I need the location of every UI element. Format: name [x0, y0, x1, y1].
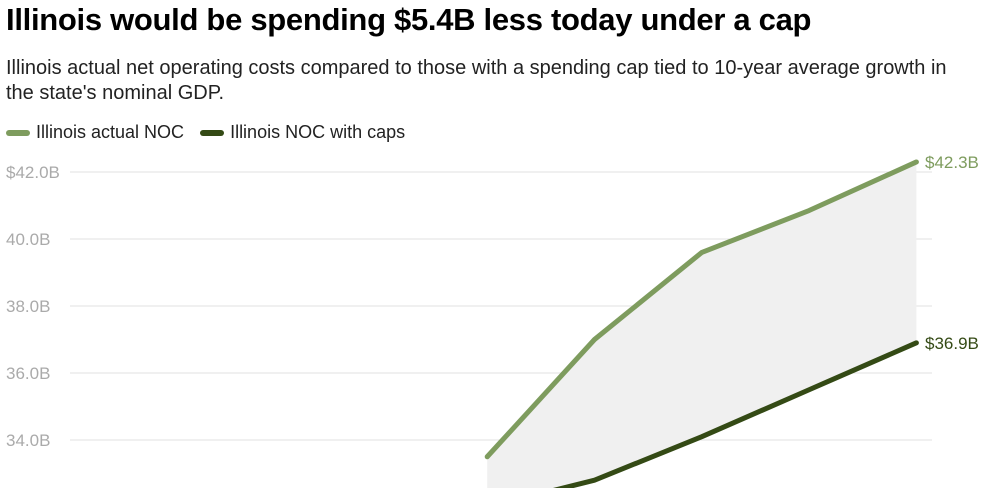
series-0-point: [485, 454, 490, 459]
y-tick-label: 34.0B: [6, 431, 50, 450]
series-1-point: [807, 387, 812, 392]
series-1-point: [592, 478, 597, 483]
series-1-point: [914, 340, 919, 345]
series-1-point: [699, 434, 704, 439]
legend-label-caps: Illinois NOC with caps: [230, 122, 406, 142]
series-end-label-1: $36.9B: [925, 334, 979, 353]
legend: Illinois actual NOC Illinois NOC with ca…: [6, 122, 421, 143]
y-tick-label: 38.0B: [6, 297, 50, 316]
series-0-point: [699, 250, 704, 255]
legend-item-caps: Illinois NOC with caps: [200, 122, 405, 143]
chart-title: Illinois would be spending $5.4B less to…: [6, 2, 812, 37]
series-0-point: [592, 337, 597, 342]
legend-label-actual: Illinois actual NOC: [36, 122, 185, 142]
y-tick-label: 36.0B: [6, 364, 50, 383]
series-0-point: [807, 208, 812, 213]
y-tick-label: 40.0B: [6, 230, 50, 249]
gap-area: [487, 161, 917, 488]
legend-swatch-caps: [200, 129, 225, 136]
series-end-label-0: $42.3B: [925, 153, 979, 172]
legend-swatch-actual: [6, 129, 30, 136]
series-0-point: [914, 159, 919, 164]
chart-subtitle: Illinois actual net operating costs comp…: [6, 57, 947, 104]
y-tick-label: $42.0B: [6, 163, 60, 182]
legend-item-actual: Illinois actual NOC: [6, 122, 184, 143]
